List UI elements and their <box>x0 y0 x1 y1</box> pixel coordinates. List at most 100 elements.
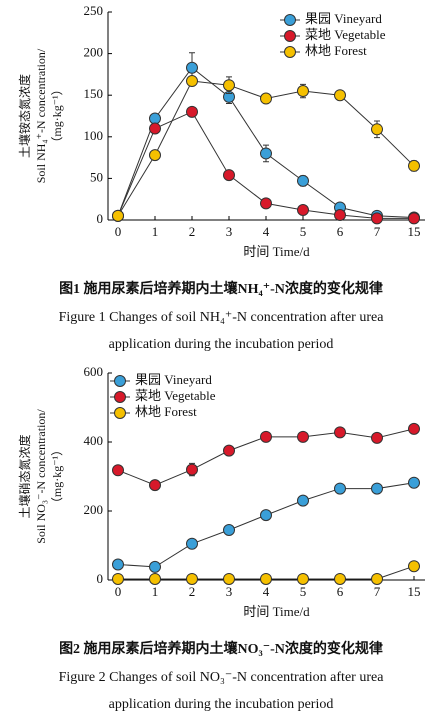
legend-marker <box>114 375 126 387</box>
data-point <box>260 147 272 160</box>
data-point <box>260 509 272 522</box>
series-line <box>117 67 415 219</box>
data-point <box>112 558 124 571</box>
legend-label: 菜地 Vegetable <box>305 27 386 42</box>
series-line <box>117 482 415 568</box>
legend-label: 林地 Forest <box>135 404 197 419</box>
data-point <box>186 105 198 118</box>
data-point <box>149 149 161 162</box>
y-tick-label: 0 <box>97 211 104 226</box>
y-tick-label: 200 <box>84 45 104 60</box>
legend-marker <box>114 391 126 403</box>
data-point <box>223 444 235 457</box>
y-axis-label: 土壤硝态氮浓度 <box>17 434 32 518</box>
y-tick-label: 400 <box>84 433 104 448</box>
data-point <box>334 572 346 585</box>
x-axis-label: 时间 Time/d <box>243 604 310 619</box>
data-point <box>408 212 420 225</box>
x-tick-label: 5 <box>300 224 307 239</box>
data-point <box>297 85 309 98</box>
data-point <box>223 523 235 536</box>
y-tick-label: 0 <box>97 571 104 586</box>
y-tick-label: 150 <box>84 86 104 101</box>
data-point <box>223 169 235 182</box>
caption-en: application during the incubation period <box>109 337 334 352</box>
legend-marker <box>114 407 126 419</box>
data-point <box>260 430 272 443</box>
data-point <box>408 159 420 172</box>
x-tick-label: 15 <box>408 584 421 599</box>
legend-marker <box>284 30 296 42</box>
y-axis-label: Soil NH₄⁺-N concentration/ <box>34 48 48 183</box>
data-point <box>149 560 161 573</box>
data-point <box>223 572 235 585</box>
data-point <box>149 479 161 492</box>
data-point <box>149 572 161 585</box>
data-point <box>371 123 383 136</box>
x-tick-label: 3 <box>226 584 233 599</box>
data-point <box>260 92 272 105</box>
data-point <box>223 79 235 92</box>
x-tick-label: 2 <box>189 224 196 239</box>
y-axis-label: Soil NO₃⁻-N concentration/ <box>34 409 48 544</box>
caption: 图2 施用尿素后培养期内土壤NO₃⁻-N浓度的变化规律 <box>59 640 383 657</box>
x-tick-label: 5 <box>300 584 307 599</box>
data-point <box>186 463 198 476</box>
data-point <box>371 482 383 495</box>
data-point <box>297 430 309 443</box>
x-tick-label: 2 <box>189 584 196 599</box>
caption-en: application during the incubation period <box>109 697 334 712</box>
data-point <box>297 494 309 507</box>
x-tick-label: 6 <box>337 584 344 599</box>
y-tick-label: 250 <box>84 3 104 18</box>
data-point <box>297 174 309 187</box>
data-point <box>371 212 383 225</box>
x-axis-label: 时间 Time/d <box>243 244 310 259</box>
y-axis-label: （mg·kg⁻¹） <box>50 444 64 509</box>
data-point <box>334 209 346 222</box>
y-tick-label: 200 <box>84 502 104 517</box>
legend-label: 林地 Forest <box>305 43 367 58</box>
data-point <box>371 431 383 444</box>
data-point <box>260 197 272 210</box>
data-point <box>260 572 272 585</box>
caption-en: Figure 1 Changes of soil NH₄⁺-N concentr… <box>59 310 385 325</box>
y-axis-label: 土壤铵态氮浓度 <box>17 74 32 158</box>
y-axis-label: （mg·kg⁻¹） <box>50 83 64 148</box>
data-point <box>408 560 420 573</box>
data-point <box>186 75 198 88</box>
caption-en: Figure 2 Changes of soil NO₃⁻-N concentr… <box>59 670 385 685</box>
x-tick-label: 7 <box>374 584 381 599</box>
data-point <box>334 426 346 439</box>
x-tick-label: 4 <box>263 584 270 599</box>
legend-label: 菜地 Vegetable <box>135 388 216 403</box>
data-point <box>112 572 124 585</box>
legend-marker <box>284 46 296 58</box>
data-point <box>297 204 309 217</box>
data-point <box>297 572 309 585</box>
y-tick-label: 600 <box>84 364 104 379</box>
x-tick-label: 1 <box>152 584 159 599</box>
data-point <box>371 572 383 585</box>
x-tick-label: 1 <box>152 224 159 239</box>
legend-marker <box>284 14 296 26</box>
y-tick-label: 100 <box>84 128 104 143</box>
data-point <box>149 122 161 135</box>
data-point <box>408 422 420 435</box>
x-tick-label: 15 <box>408 224 421 239</box>
data-point <box>334 482 346 495</box>
x-tick-label: 3 <box>226 224 233 239</box>
data-point <box>112 209 124 222</box>
x-tick-label: 0 <box>115 224 122 239</box>
x-tick-label: 0 <box>115 584 122 599</box>
data-point <box>186 537 198 550</box>
legend-label: 果园 Vineyard <box>305 11 382 26</box>
y-tick-label: 50 <box>90 169 103 184</box>
legend-label: 果园 Vineyard <box>135 372 212 387</box>
data-point <box>186 572 198 585</box>
data-point <box>408 476 420 489</box>
data-point <box>112 464 124 477</box>
data-point <box>334 89 346 102</box>
